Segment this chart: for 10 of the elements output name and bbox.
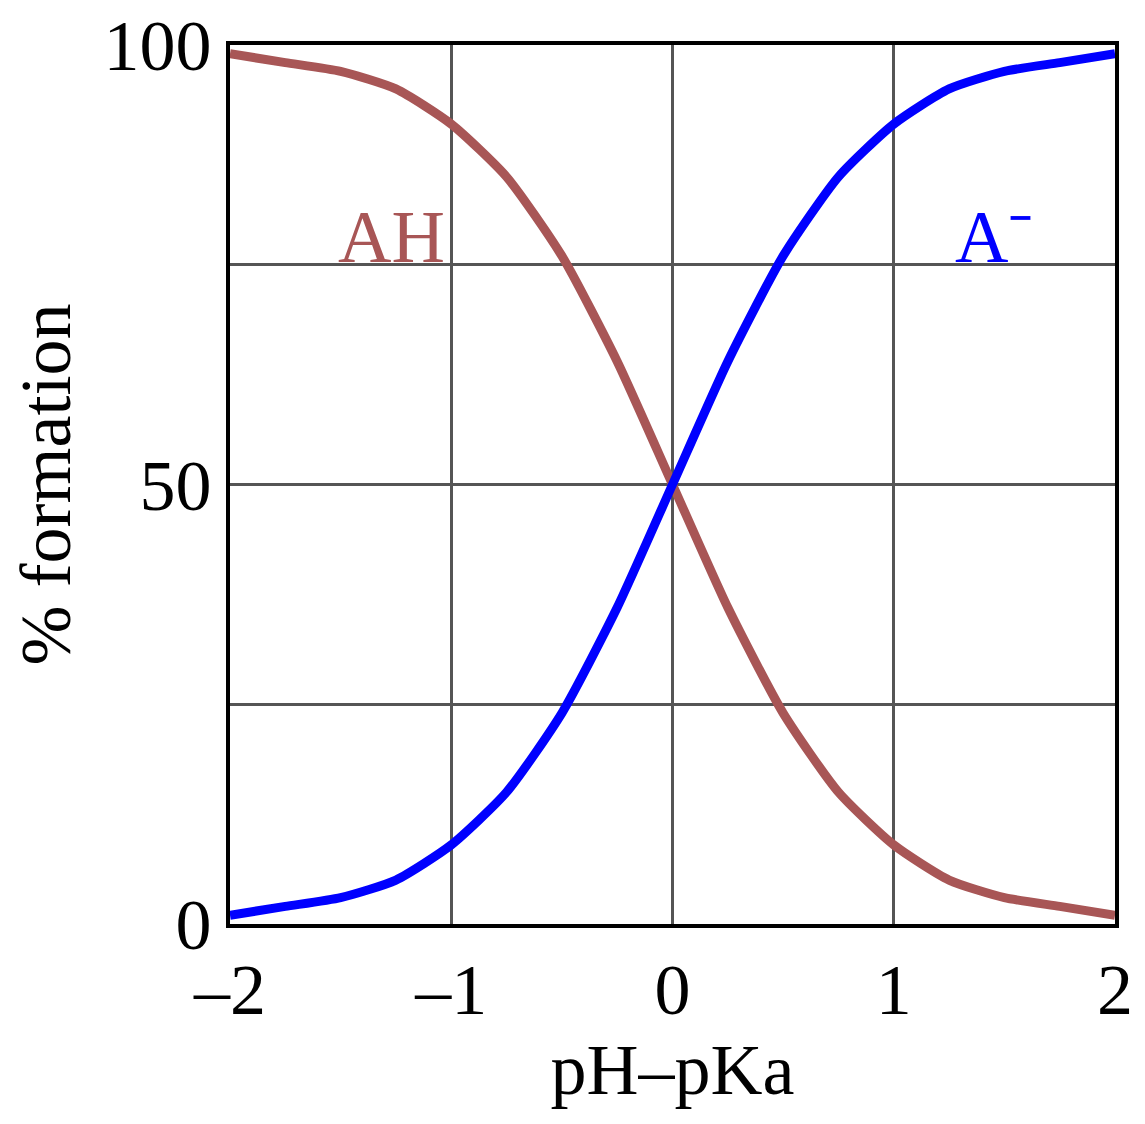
x-tick-label: –1	[414, 950, 488, 1031]
y-tick-label: 50	[139, 445, 212, 526]
x-axis-title: pH–pKa	[550, 1030, 795, 1111]
y-tick-label: 100	[103, 6, 212, 87]
series-label: AH	[338, 196, 445, 278]
series-label: A⁻	[955, 196, 1034, 278]
y-axis-title: % formation	[6, 303, 87, 666]
x-tick-label: 2	[1097, 950, 1133, 1031]
x-tick-label: 1	[875, 950, 912, 1031]
x-tick-label: 0	[654, 950, 691, 1031]
